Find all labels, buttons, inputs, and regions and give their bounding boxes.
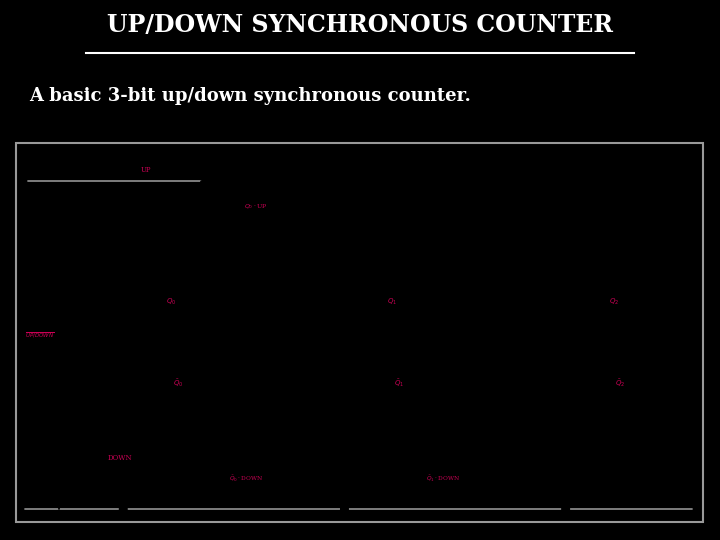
Text: $Q_1$: $Q_1$ [387, 297, 397, 307]
Text: FF2: FF2 [557, 254, 574, 262]
Circle shape [271, 361, 278, 369]
Circle shape [120, 505, 127, 513]
Text: $\overline{UP/DOWN}$: $\overline{UP/DOWN}$ [24, 331, 54, 340]
Circle shape [35, 309, 42, 318]
Text: $\bar{Q}_1\cdot$DOWN: $\bar{Q}_1\cdot$DOWN [426, 472, 460, 483]
Text: $J_0$: $J_0$ [108, 307, 117, 320]
Circle shape [232, 215, 239, 224]
Text: $\bar{Q}_2$: $\bar{Q}_2$ [616, 377, 626, 389]
Text: $Q_0$: $Q_0$ [166, 297, 176, 307]
Text: $\bar{Q}_0\cdot$DOWN: $\bar{Q}_0\cdot$DOWN [229, 472, 263, 483]
Bar [91, 273, 156, 435]
Circle shape [495, 361, 503, 369]
Text: A basic 3-bit up/down synchronous counter.: A basic 3-bit up/down synchronous counte… [29, 87, 471, 105]
Bar [533, 273, 598, 435]
Circle shape [562, 505, 570, 513]
Text: FF1: FF1 [336, 254, 353, 262]
Text: $C$: $C$ [554, 349, 561, 360]
Text: $C$: $C$ [111, 349, 118, 360]
Text: FF0: FF0 [115, 254, 132, 262]
Text: CLK: CLK [35, 492, 50, 500]
Circle shape [232, 455, 239, 463]
Text: $Q_2$: $Q_2$ [608, 297, 618, 307]
Text: DOWN: DOWN [108, 454, 132, 462]
Text: HIGH: HIGH [53, 295, 72, 303]
Text: $\bar{Q}_1$: $\bar{Q}_1$ [395, 377, 405, 389]
Text: $J_2$: $J_2$ [551, 307, 559, 320]
Circle shape [341, 505, 348, 513]
Text: UP: UP [140, 166, 151, 174]
Text: UP/DOWN SYNCHRONOUS COUNTER: UP/DOWN SYNCHRONOUS COUNTER [107, 12, 613, 37]
Text: $K_1$: $K_1$ [329, 388, 338, 401]
Circle shape [42, 350, 49, 358]
Text: $\bar{Q}_0$: $\bar{Q}_0$ [173, 377, 184, 389]
Text: $K_2$: $K_2$ [550, 388, 560, 401]
Text: $J_1$: $J_1$ [330, 307, 338, 320]
Circle shape [392, 309, 400, 318]
Text: $Q_0\cdot$UP: $Q_0\cdot$UP [244, 202, 267, 211]
Circle shape [171, 309, 179, 318]
Bar [312, 273, 377, 435]
Text: $K_0$: $K_0$ [107, 388, 117, 401]
Text: $C$: $C$ [332, 349, 339, 360]
